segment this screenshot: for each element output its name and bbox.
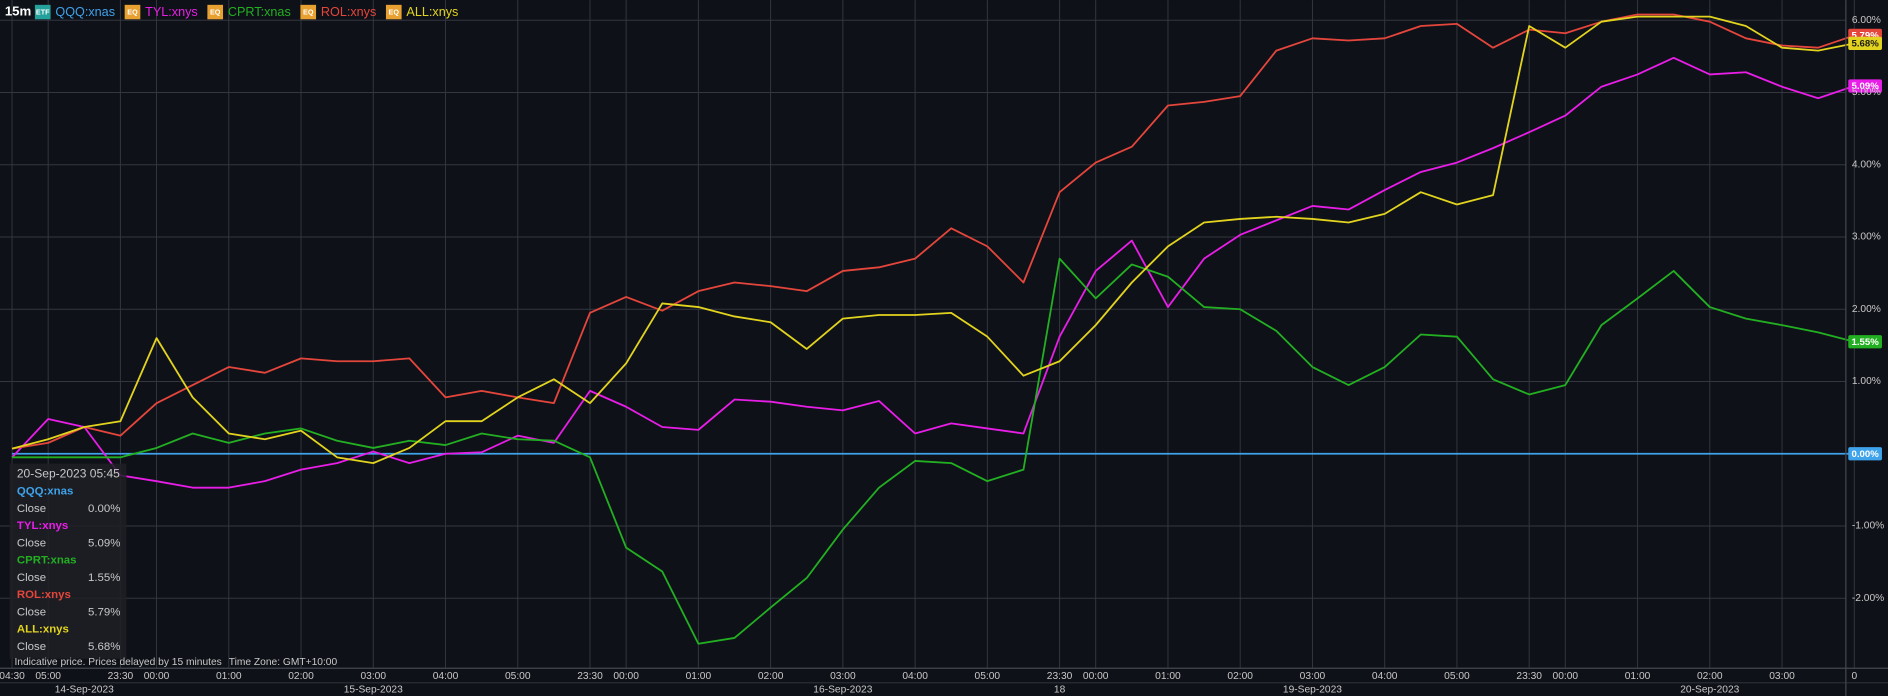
last-value-label: 5.09%	[1851, 81, 1879, 92]
tooltip-value: 5.09%	[88, 537, 120, 549]
date-label: 19-Sep-2023	[1283, 685, 1342, 696]
x-tick-label: 01:00	[686, 671, 712, 682]
footer-timezone: Time Zone: GMT+10:00	[229, 657, 338, 668]
x-tick-label: 02:00	[288, 671, 314, 682]
date-label: 18	[1054, 685, 1066, 696]
legend-entry[interactable]: CPRT:xnas	[228, 5, 291, 19]
legend-badge-text: EQ	[303, 8, 314, 17]
date-label: 20-Sep-2023	[1680, 685, 1739, 696]
lines	[11, 13, 1855, 645]
x-tick-label: 23:30	[1516, 671, 1542, 682]
last-value-badge	[1848, 335, 1882, 349]
interval[interactable]: 15m	[5, 4, 32, 19]
x-tick-label: 23:30	[1047, 671, 1073, 682]
x-tick-label: 23:30	[108, 671, 134, 682]
x-tick-label: 04:00	[433, 671, 459, 682]
x-tick-label: 23:30	[577, 671, 603, 682]
y-tick-label: 2.00%	[1852, 304, 1881, 315]
y-tick-label: 5.00%	[1852, 87, 1881, 98]
tooltip-series: CPRT:xnas	[17, 554, 77, 566]
y-tick-label: 1.00%	[1852, 376, 1881, 387]
last-value-badges: 0.00% 1.55% 5.09% 5.79%5.68%	[1848, 28, 1882, 461]
footer-note: Indicative price. Prices delayed by 15 m…	[14, 657, 221, 668]
series-line	[12, 257, 1855, 645]
tooltip-value: 5.68%	[88, 641, 120, 653]
x-tick-label: 01:00	[216, 671, 242, 682]
last-value-label: 5.68%	[1851, 39, 1879, 50]
tooltip-series: QQQ:xnas	[17, 485, 74, 497]
x-tick-label: 03:00	[1300, 671, 1326, 682]
tooltip-field: Close	[17, 537, 46, 549]
legend-badge	[207, 4, 224, 20]
tooltip-field: Close	[17, 572, 46, 584]
date-label: 16-Sep-2023	[813, 685, 872, 696]
series-line	[11, 13, 1855, 450]
x-tick-label: 05:00	[505, 671, 531, 682]
last-value-badge	[1848, 79, 1882, 93]
legend-badge-text: EQ	[127, 8, 138, 17]
x-tick-label: 00:00	[144, 671, 170, 682]
legend-entry[interactable]: ROL:xnys	[321, 5, 376, 19]
last-value-label: 5.79%	[1851, 31, 1879, 42]
legend-badge-text: EQ	[389, 8, 400, 17]
legend-badge	[124, 4, 141, 20]
y-tick-label: -1.00%	[1852, 521, 1884, 532]
tooltip-value: 0.00%	[88, 503, 120, 515]
last-value-badge	[1848, 447, 1882, 461]
x-tick-label: 00:00	[1553, 671, 1579, 682]
x-tick-label: 04:00	[1372, 671, 1398, 682]
last-value-label: 0.00%	[1851, 449, 1879, 460]
date-label: 14-Sep-2023	[55, 685, 114, 696]
legend-badge-text: EQ	[210, 8, 221, 17]
tooltip-field: Close	[17, 606, 46, 618]
legend-entry[interactable]: ALL:xnys	[406, 5, 458, 19]
x-tick-label: 02:00	[1227, 671, 1253, 682]
x-tick-label: 02:00	[1697, 671, 1723, 682]
x-tick-label: 03:00	[360, 671, 386, 682]
x-tick-label: 05:00	[975, 671, 1001, 682]
x-tick-label: 0	[1851, 671, 1857, 682]
x-tick-label: 04:00	[902, 671, 928, 682]
x-tick-label: 04:30	[0, 671, 25, 682]
date-label: 15-Sep-2023	[344, 685, 403, 696]
tooltip-value: 5.79%	[88, 606, 120, 618]
legend-badge-text: ETF	[36, 8, 50, 17]
last-value-label: 1.55%	[1851, 337, 1879, 348]
tooltip: 20-Sep-2023 05:45 QQQ:xnas Close 0.00% TYL:…	[9, 463, 127, 659]
tooltip-field: Close	[17, 641, 46, 653]
legend-badge	[300, 4, 317, 20]
x-tick-label: 05:00	[1444, 671, 1470, 682]
x-tick-label: 01:00	[1155, 671, 1181, 682]
x-tick-label: 03:00	[830, 671, 856, 682]
legend-entry[interactable]: QQQ:xnas	[55, 5, 115, 19]
x-tick-label: 02:00	[758, 671, 784, 682]
last-value-badge	[1848, 36, 1882, 50]
tooltip-series: TYL:xnys	[17, 520, 68, 532]
tooltip-series: ROL:xnys	[17, 589, 71, 601]
tooltip-series: ALL:xnys	[17, 624, 69, 636]
legend-entry[interactable]: TYL:xnys	[145, 5, 198, 19]
y-tick-label: 3.00%	[1852, 232, 1881, 243]
series-line	[11, 15, 1855, 465]
x-tick-label: 05:00	[35, 671, 61, 682]
tooltip-box	[9, 463, 127, 659]
x-tick-label: 03:00	[1769, 671, 1795, 682]
legend: 15m ETF QQQ:xnas EQ TYL:xnys EQ CPRT:xnas EQ RO…	[5, 4, 458, 20]
x-tick-label: 00:00	[1083, 671, 1109, 682]
y-tick-label: -2.00%	[1852, 593, 1884, 604]
tooltip-time: 20-Sep-2023 05:45	[17, 467, 120, 481]
legend-badge	[34, 4, 51, 20]
legend-badge	[385, 4, 402, 20]
y-tick-label: 4.00%	[1852, 159, 1881, 170]
grid	[0, 0, 1855, 669]
tooltip-value: 1.55%	[88, 572, 120, 584]
y-tick-label: 6.00%	[1852, 15, 1881, 26]
series-line	[11, 56, 1855, 489]
x-tick-label: 01:00	[1625, 671, 1651, 682]
x-tick-label: 00:00	[613, 671, 639, 682]
tooltip-field: Close	[17, 503, 46, 515]
